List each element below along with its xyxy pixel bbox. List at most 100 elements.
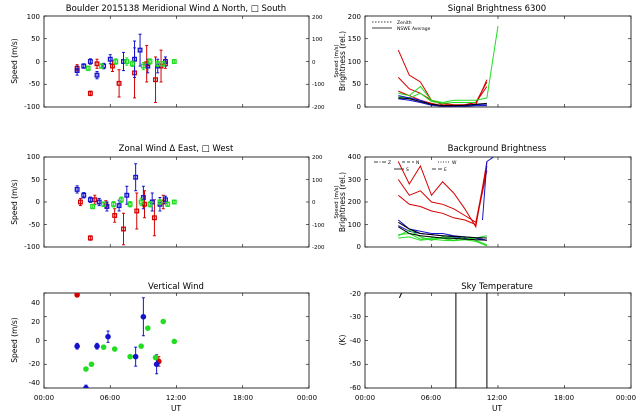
- ytick-label: 0: [36, 58, 40, 66]
- data-point: [144, 325, 151, 331]
- data-point: [83, 366, 89, 372]
- data-point: [160, 61, 166, 67]
- data-point: [124, 192, 130, 198]
- data-point: [92, 197, 98, 203]
- ylabel-skytemp: (K): [338, 335, 347, 346]
- data-point: [137, 47, 143, 53]
- data-point: [171, 59, 177, 64]
- data-point: [74, 293, 80, 298]
- ylabel-background: Brightness (rel.): [338, 172, 347, 232]
- data-point: [145, 63, 151, 69]
- ytick-label: -100: [24, 103, 40, 111]
- legend-background: Z N S W E: [374, 160, 457, 173]
- series-line: [398, 229, 487, 241]
- ytick-label: 150: [348, 35, 361, 43]
- data-point: [77, 199, 83, 205]
- xlabel-skytemp: UT: [492, 404, 502, 413]
- data-point: [116, 203, 122, 209]
- data-point: [113, 59, 119, 64]
- legend-label: Zenith: [397, 20, 412, 26]
- data-point: [121, 226, 126, 232]
- title-signal: Signal Brightness 6300: [448, 4, 546, 14]
- data-point: [134, 208, 140, 214]
- xticks-skytemp: 00:00 06:00 12:00 18:00 00:00: [355, 394, 636, 402]
- legend-label: E: [444, 167, 447, 173]
- data-point: [171, 338, 178, 345]
- data-point: [132, 353, 139, 360]
- ytick-label: 0: [36, 198, 40, 206]
- panel-meridional: Boulder 2015138 Meridional Wind Δ North,…: [10, 4, 340, 111]
- xtick-label: 18:00: [233, 394, 253, 402]
- series-line: [482, 157, 494, 221]
- data-point: [140, 63, 146, 69]
- ytick-label: 50: [31, 35, 40, 43]
- series-line: [398, 97, 487, 107]
- series-line: [397, 170, 488, 226]
- data-point: [81, 192, 87, 198]
- ytick-right-label: 100: [312, 37, 323, 43]
- yticks-signal: 0 50 100 150 200: [348, 13, 361, 111]
- plot-area-meridional: [74, 33, 177, 103]
- ytick-label: -20: [350, 290, 361, 298]
- data-point: [98, 63, 104, 69]
- data-point: [87, 59, 93, 64]
- ylabel-right-meridional: Speed (m/s): [334, 44, 340, 77]
- data-point: [85, 65, 91, 71]
- data-point: [157, 199, 163, 205]
- xtick-label: 18:00: [554, 394, 574, 402]
- plot-area-background: [397, 157, 494, 247]
- ytick-label: 0: [36, 337, 40, 345]
- data-point: [81, 63, 87, 69]
- legend-label: S: [406, 167, 409, 173]
- yticks-skytemp: -60 -50 -40 -30 -20: [350, 290, 361, 392]
- ytick-label: 200: [348, 13, 361, 21]
- xtick-label: 00:00: [297, 394, 317, 402]
- ytick-label: -60: [350, 384, 361, 392]
- panel-vertical: Vertical Wind Speed (m/s) -40 -20 0 20 4…: [10, 282, 317, 413]
- data-point: [152, 354, 159, 361]
- ytick-label: 0: [357, 243, 361, 251]
- title-zonal: Zonal Wind Δ East, □ West: [119, 144, 234, 154]
- data-point: [96, 199, 102, 205]
- series-line: [398, 25, 499, 104]
- xtick-label: 00:00: [355, 394, 375, 402]
- data-point: [94, 343, 100, 350]
- data-point: [153, 77, 158, 83]
- yticks-zonal: -100 -50 0 50 100: [24, 153, 40, 251]
- series-line: [398, 236, 488, 247]
- yticks-vertical: -40 -20 0 20 40: [29, 299, 40, 387]
- ylabel-vertical: Speed (m/s): [10, 317, 19, 363]
- title-skytemp: Sky Temperature: [461, 282, 533, 292]
- yticks-background: 0 100 200 300 400: [348, 153, 361, 251]
- ytick-label: -50: [29, 80, 40, 88]
- ytick-right-label: -100: [312, 82, 325, 88]
- ytick-label: 50: [31, 176, 40, 184]
- plot-area-vertical: [74, 293, 178, 388]
- data-point: [107, 56, 113, 62]
- ytick-label: -40: [29, 379, 40, 387]
- ytick-label: 300: [348, 176, 361, 184]
- panel-background: Background Brightness Brightness (rel.) …: [338, 144, 632, 251]
- ylabel-zonal: Speed (m/s): [10, 179, 19, 225]
- ytick-label: 100: [27, 13, 40, 21]
- data-point: [112, 213, 118, 218]
- data-point: [118, 197, 124, 203]
- ytick-label: -40: [350, 337, 361, 345]
- ytick-label: 20: [31, 318, 40, 326]
- data-point: [171, 199, 177, 205]
- ytick-label: 50: [352, 80, 361, 88]
- ylabel-signal: Brightness (rel.): [338, 31, 347, 91]
- xlabel-vertical: UT: [171, 404, 181, 413]
- data-point: [116, 80, 122, 86]
- legend-label: Z: [388, 160, 391, 166]
- legend-label: NSWE Average: [397, 26, 431, 32]
- data-point: [74, 343, 80, 350]
- data-point: [147, 59, 153, 64]
- data-point: [151, 215, 157, 221]
- ytick-right-label: 100: [312, 178, 323, 184]
- series-line: [398, 293, 403, 299]
- ytick-label: -50: [350, 360, 361, 368]
- frame-skytemp: [364, 292, 632, 389]
- data-point: [74, 186, 80, 192]
